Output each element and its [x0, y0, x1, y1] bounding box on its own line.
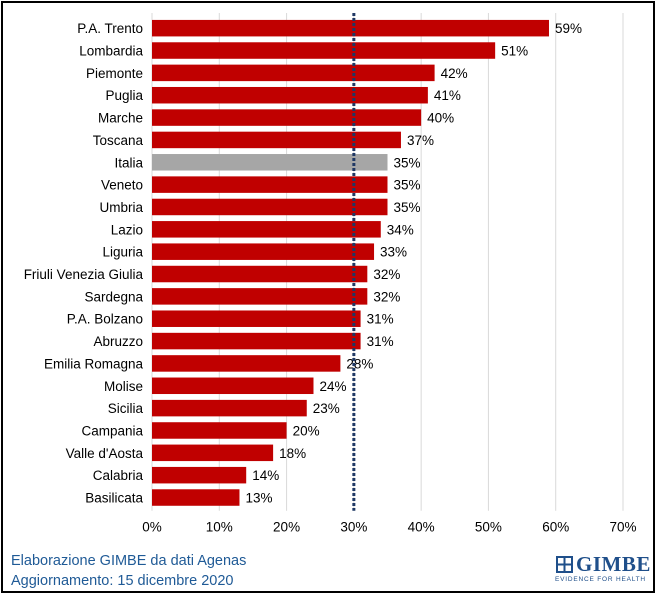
- value-label-3: 41%: [434, 88, 461, 103]
- x-tick-label-5: 50%: [475, 520, 502, 535]
- category-label-6: Italia: [114, 155, 143, 170]
- category-label-9: Lazio: [111, 222, 143, 237]
- value-label-15: 28%: [346, 356, 373, 371]
- bar-18: [152, 422, 287, 439]
- category-label-1: Lombardia: [79, 44, 143, 59]
- value-label-13: 31%: [367, 312, 394, 327]
- x-tick-label-2: 20%: [273, 520, 300, 535]
- category-label-15: Emilia Romagna: [44, 356, 144, 371]
- category-label-18: Campania: [81, 423, 143, 438]
- bar-16: [152, 377, 314, 395]
- bar-17: [152, 399, 307, 417]
- bar-6: [152, 154, 388, 171]
- bar-9: [152, 221, 381, 238]
- bar-7: [152, 176, 388, 193]
- bar-15: [152, 355, 341, 372]
- value-label-2: 42%: [441, 66, 468, 81]
- category-label-3: Puglia: [105, 88, 143, 103]
- value-label-1: 51%: [501, 44, 528, 59]
- value-label-9: 34%: [387, 222, 414, 237]
- value-label-5: 37%: [407, 133, 434, 148]
- gimbe-logo: GIMBE EVIDENCE FOR HEALTH: [554, 552, 654, 588]
- category-label-8: Umbria: [99, 200, 143, 215]
- bar-10: [152, 243, 375, 260]
- category-label-20: Calabria: [93, 468, 144, 483]
- value-label-17: 23%: [313, 401, 340, 416]
- bar-21: [152, 489, 240, 506]
- gimbe-logo-mark-icon: [556, 556, 573, 573]
- x-tick-label-1: 10%: [206, 520, 233, 535]
- category-label-7: Veneto: [101, 178, 143, 193]
- bar-2: [152, 64, 435, 82]
- value-label-12: 32%: [373, 289, 400, 304]
- value-label-4: 40%: [427, 111, 454, 126]
- bar-19: [152, 444, 274, 462]
- value-label-11: 32%: [373, 267, 400, 282]
- category-label-14: Abruzzo: [93, 334, 143, 349]
- value-label-14: 31%: [367, 334, 394, 349]
- bar-4: [152, 109, 422, 126]
- bar-14: [152, 332, 361, 350]
- value-label-21: 13%: [245, 491, 272, 506]
- value-label-0: 59%: [555, 21, 582, 36]
- bar-20: [152, 466, 247, 484]
- category-label-5: Toscana: [93, 133, 144, 148]
- bar-11: [152, 265, 368, 283]
- x-tick-label-3: 30%: [340, 520, 367, 535]
- category-label-0: P.A. Trento: [77, 21, 143, 36]
- category-label-21: Basilicata: [85, 491, 143, 506]
- category-label-2: Piemonte: [86, 66, 143, 81]
- x-tick-label-6: 60%: [542, 520, 569, 535]
- value-label-20: 14%: [252, 468, 279, 483]
- bar-3: [152, 86, 428, 104]
- category-label-12: Sardegna: [84, 289, 143, 304]
- value-label-7: 35%: [394, 178, 421, 193]
- bar-13: [152, 310, 361, 327]
- bar-8: [152, 198, 388, 216]
- value-label-6: 35%: [394, 155, 421, 170]
- logo-tagline: EVIDENCE FOR HEALTH: [555, 576, 646, 583]
- category-label-11: Friuli Venezia Giulia: [24, 267, 144, 282]
- value-label-8: 35%: [394, 200, 421, 215]
- category-label-10: Liguria: [102, 245, 143, 260]
- bar-1: [152, 42, 496, 59]
- value-label-16: 24%: [319, 379, 346, 394]
- value-label-10: 33%: [380, 245, 407, 260]
- category-label-16: Molise: [104, 379, 143, 394]
- bar-chart: P.A. Trento 59% Lombardia 51% Piemonte 42% Pug…: [24, 13, 637, 535]
- x-tick-label-4: 40%: [408, 520, 435, 535]
- logo-name: GIMBE: [576, 552, 651, 576]
- category-label-17: Sicilia: [108, 401, 144, 416]
- bar-5: [152, 131, 401, 149]
- source-note: Elaborazione GIMBE da dati Agenas: [11, 553, 247, 569]
- bar-12: [152, 288, 368, 305]
- bar-0: [152, 19, 549, 37]
- x-tick-label-7: 70%: [609, 520, 636, 535]
- value-label-18: 20%: [293, 423, 320, 438]
- category-label-19: Valle d'Aosta: [66, 446, 144, 461]
- category-label-4: Marche: [98, 111, 143, 126]
- update-date: Aggiornamento: 15 dicembre 2020: [11, 573, 234, 589]
- value-label-19: 18%: [279, 446, 306, 461]
- x-tick-label-0: 0%: [142, 520, 162, 535]
- category-label-13: P.A. Bolzano: [67, 312, 143, 327]
